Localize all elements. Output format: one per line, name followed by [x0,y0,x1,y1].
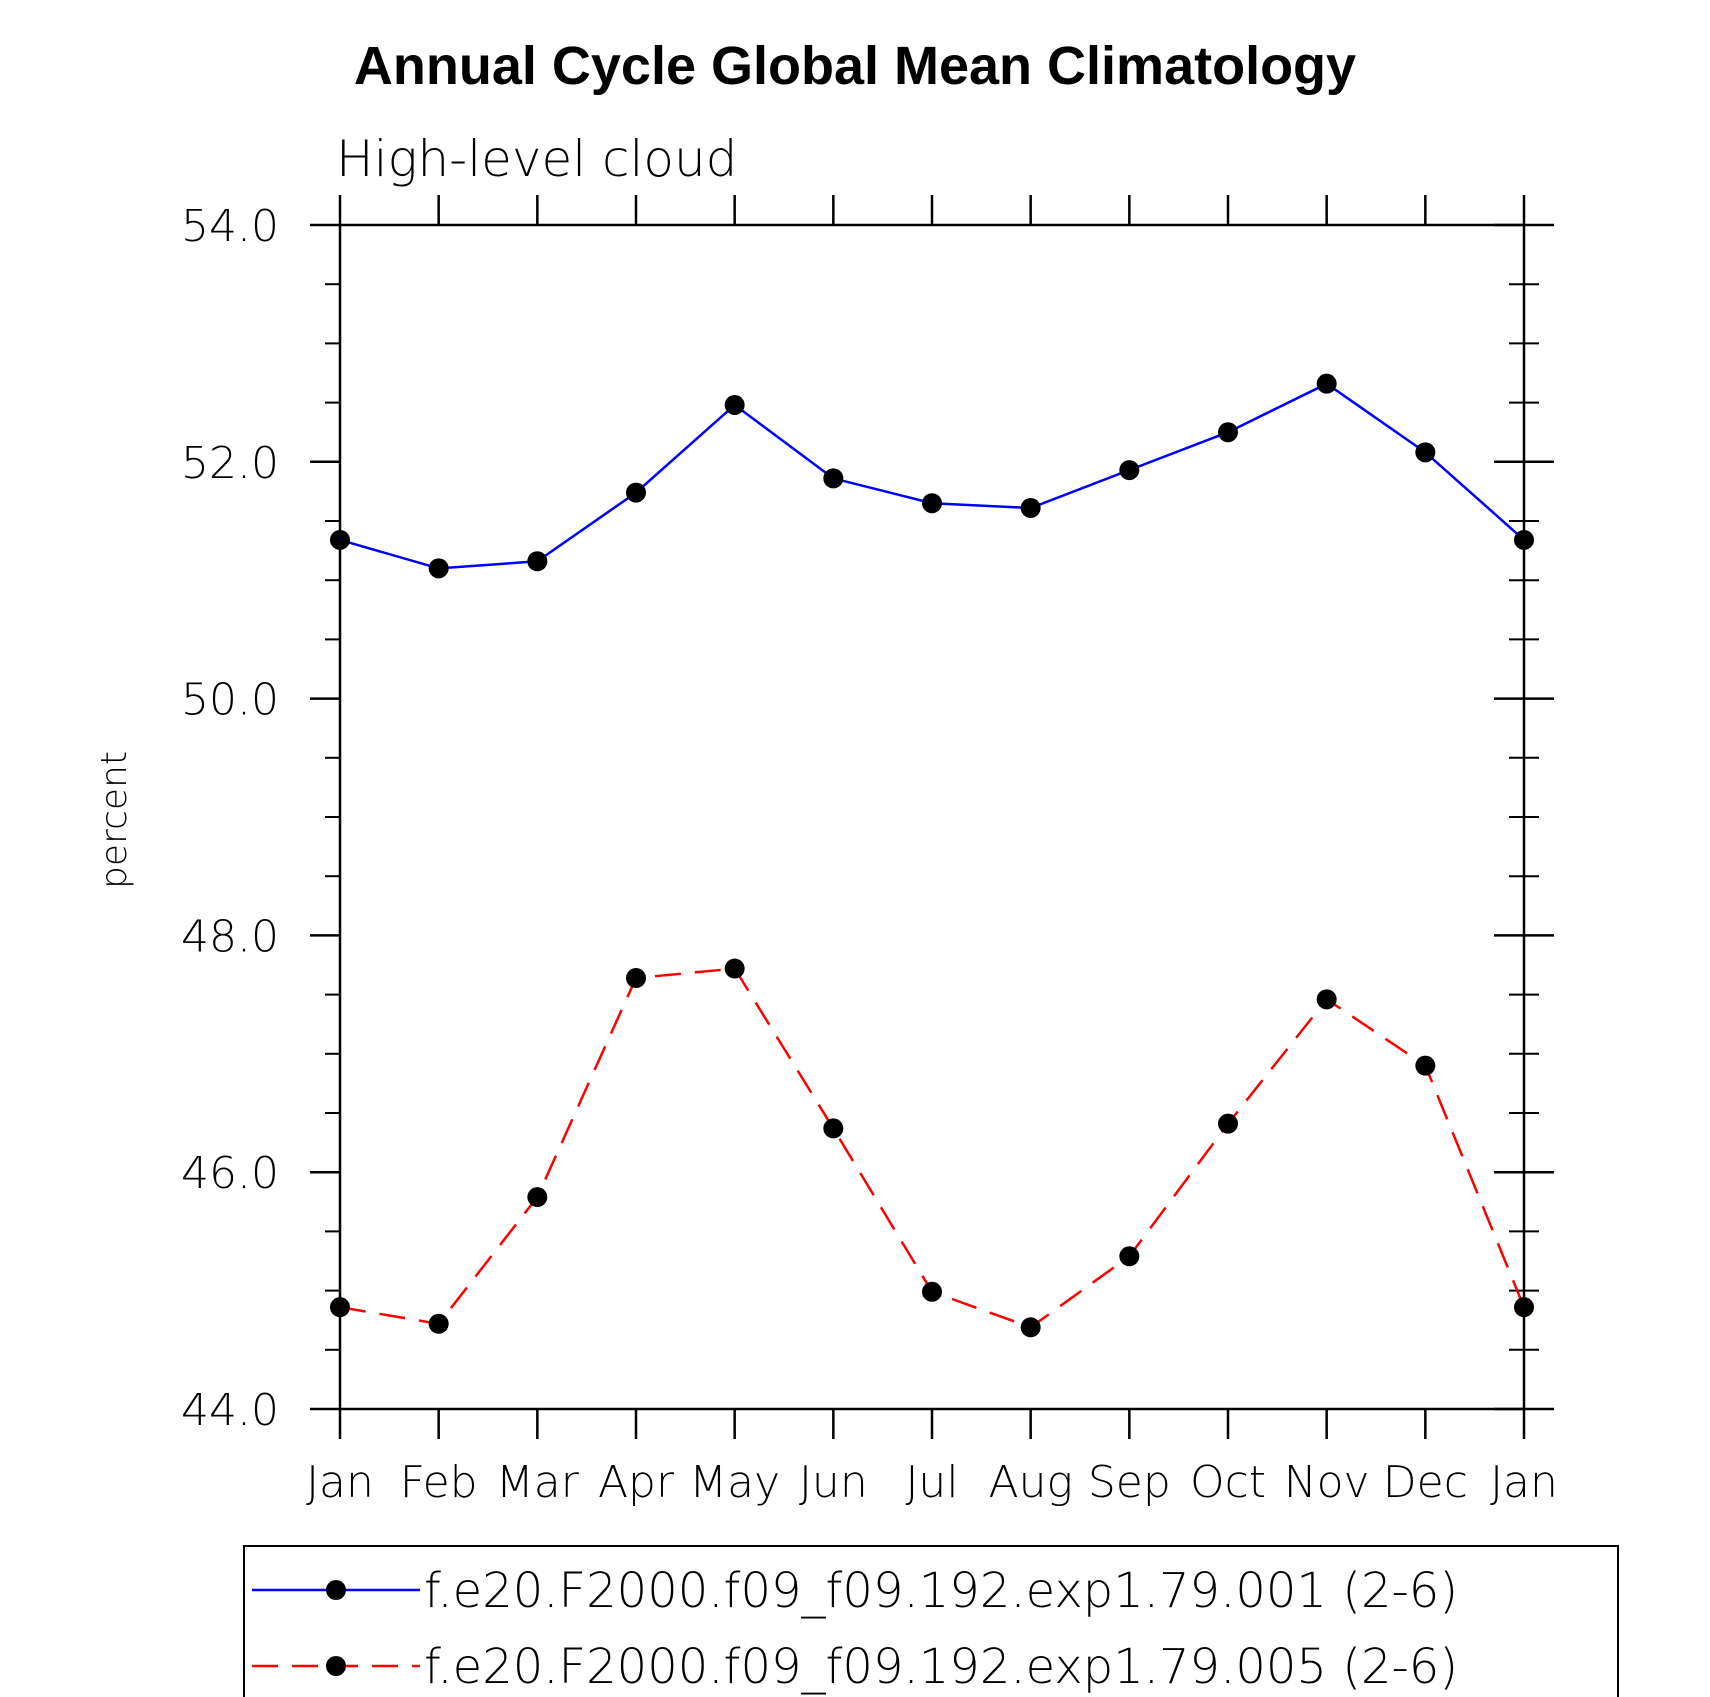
y-tick-label: 48.0 [181,911,279,962]
data-point [1119,1246,1140,1267]
data-point [1218,1113,1238,1134]
data-point [1316,989,1337,1010]
legend-label: f.e20.F2000.f09_f09.192.exp1.79.001 (2-6… [424,1563,1458,1619]
x-tick-label: Feb [400,1457,478,1508]
x-tick-label: Jun [799,1457,868,1508]
y-tick-label: 54.0 [181,201,279,252]
y-tick-label: 50.0 [181,675,279,726]
x-tick-label: Jul [905,1457,958,1508]
data-point [823,1118,844,1139]
data-point [428,1313,449,1334]
data-point [626,968,646,989]
data-point [724,394,745,415]
y-tick-label: 52.0 [181,438,279,489]
x-tick-label: Aug [988,1457,1072,1508]
y-axis-label: percent [94,751,135,889]
series-2 [330,958,1534,1338]
chart-title: Annual Cycle Global Mean Climatology [354,36,1356,96]
data-point [527,1187,548,1208]
data-point [1020,497,1041,518]
series-line [339,382,1525,570]
x-tick-label: Jan [1490,1457,1558,1508]
x-tick-label: May [689,1457,780,1508]
series-line [339,967,1526,1329]
data-point [1119,460,1140,481]
data-point [1218,422,1238,443]
series-1 [330,373,1534,579]
x-tick-label: Dec [1383,1457,1468,1508]
x-tick-label: Mar [496,1457,580,1508]
data-point [1020,1317,1041,1338]
data-point [1415,442,1436,463]
data-point [428,558,449,579]
ticks-layer: 44.0 46.0 48.0 50.0 52.0 54.0 Jan Feb Mar Apr May J… [181,195,1558,1508]
chart-subtitle: High-level cloud [336,130,737,188]
legend: f.e20.F2000.f09_f09.192.exp1.79.001 (2-6… [243,1545,1619,1697]
y-tick-label: 46.0 [181,1148,279,1199]
data-point [922,493,942,514]
legend-box [243,1545,1619,1697]
data-point [626,482,646,503]
series-layer [330,373,1534,1338]
data-point [724,958,745,979]
data-point [922,1281,942,1302]
legend-marker [326,1656,346,1676]
data-point [1316,373,1337,394]
x-tick-label: Oct [1190,1457,1266,1508]
x-tick-label: Nov [1284,1457,1370,1508]
data-point [527,551,548,572]
legend-marker [326,1580,346,1600]
y-tick-label: 44.0 [181,1385,279,1436]
x-tick-label: Jan [306,1457,374,1508]
x-tick-label: Sep [1088,1457,1171,1508]
x-tick-label: Apr [598,1457,675,1508]
data-point [1415,1055,1436,1076]
plot-frame [338,223,1526,1411]
legend-items: f.e20.F2000.f09_f09.192.exp1.79.001 (2-6… [252,1563,1458,1695]
legend-label: f.e20.F2000.f09_f09.192.exp1.79.005 (2-6… [424,1639,1458,1695]
data-point [823,468,844,489]
